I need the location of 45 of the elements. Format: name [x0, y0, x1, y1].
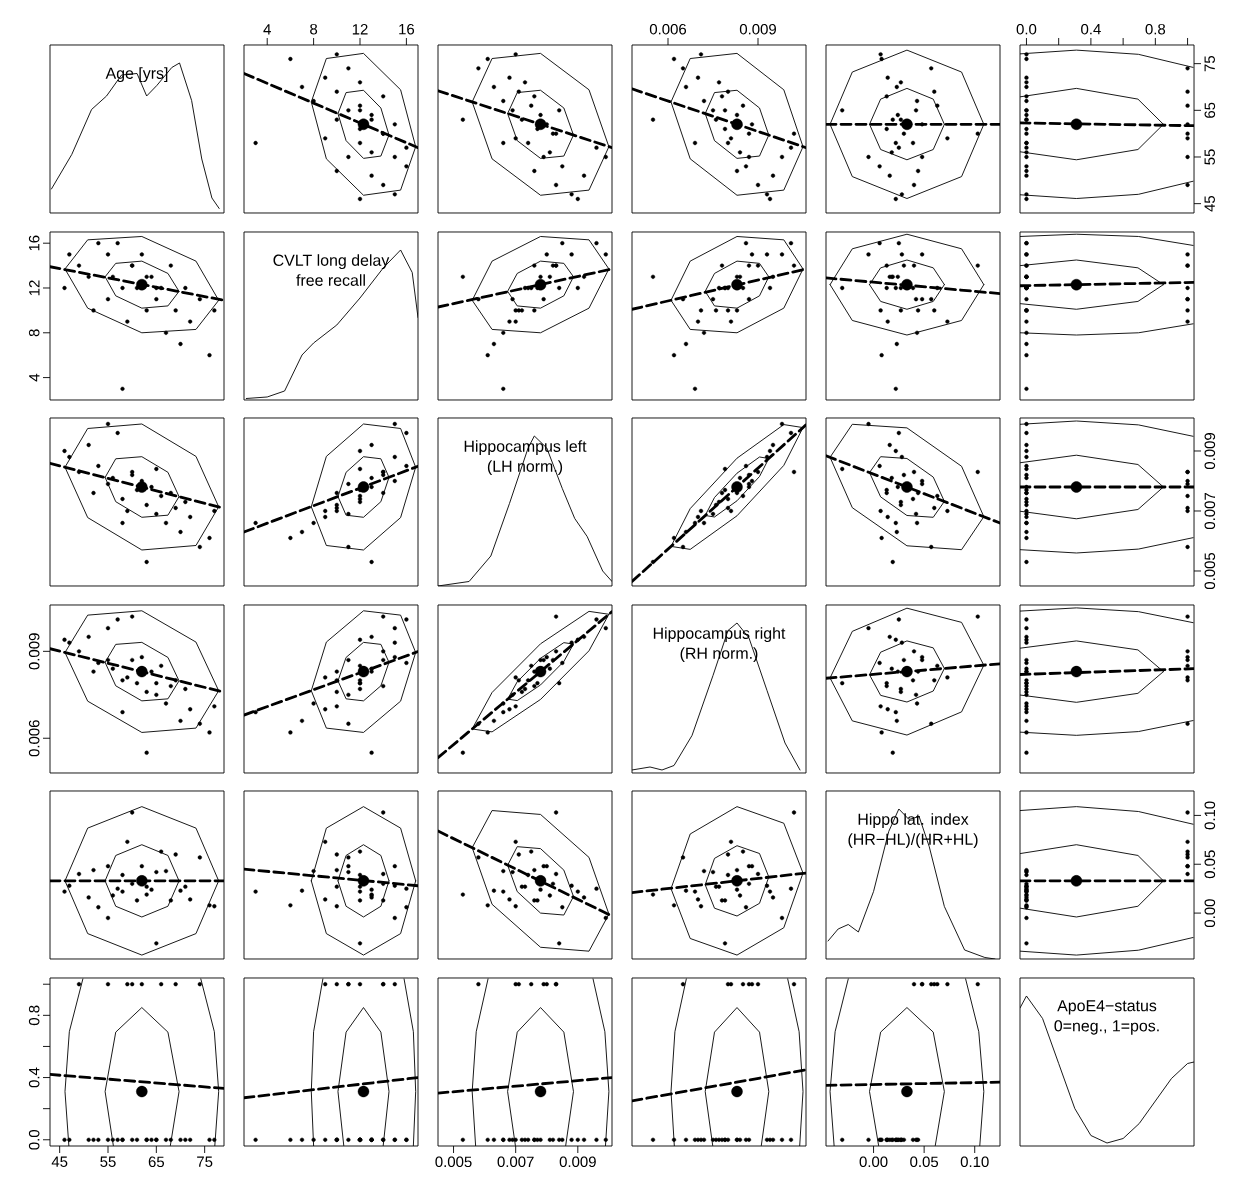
y-tick-label: 0.0: [28, 1129, 40, 1150]
chart-title: Hippo lat. index: [858, 813, 969, 829]
y-tick-label: 65: [1204, 102, 1216, 118]
chart-title: ApoE4−status: [1057, 1000, 1157, 1015]
y-tick-label: 0.007: [1204, 493, 1216, 530]
x-tick-label: 4: [263, 24, 271, 35]
y-tick-label: 8: [28, 329, 40, 337]
y-tick-label: 0.006: [28, 720, 40, 757]
x-tick-label: 0.4: [1081, 23, 1101, 35]
x-tick-label: 12: [352, 24, 368, 35]
y-tick-label: 0.005: [1204, 552, 1216, 590]
y-tick-label: 0.009: [1204, 433, 1216, 470]
x-tick-label: 0.005: [435, 1156, 472, 1168]
chart-title: Age [yrs]: [105, 67, 168, 83]
x-tick-label: 0.006: [649, 23, 687, 35]
y-tick-label: 0.4: [28, 1067, 40, 1088]
x-tick-label: 0.009: [739, 23, 776, 35]
chart-title: CVLT long delay: [273, 254, 390, 270]
x-tick-label: 0.009: [559, 1156, 596, 1168]
x-tick-label: 0.007: [497, 1156, 534, 1168]
x-tick-label: 45: [51, 1156, 68, 1167]
x-tick-label: 0.8: [1145, 23, 1166, 35]
x-tick-label: 0.05: [910, 1156, 939, 1168]
y-tick-label: 0.05: [1204, 850, 1216, 879]
x-tick-label: 0.0: [1016, 23, 1037, 35]
x-tick-label: 75: [197, 1156, 213, 1167]
y-tick-label: 0.009: [28, 633, 40, 670]
text: 0=neg., 1=pos.: [1054, 1020, 1159, 1035]
y-tick-label: 0.8: [28, 1005, 40, 1026]
y-tick-label: 0.00: [1204, 899, 1216, 928]
chart-title: Hippocampus left: [464, 440, 587, 456]
text: free recall: [296, 274, 365, 286]
y-tick-label: 16: [28, 235, 40, 251]
x-tick-label: 0.10: [960, 1156, 989, 1168]
y-tick-label: 0.10: [1204, 801, 1216, 830]
y-tick-label: 12: [29, 280, 40, 296]
x-tick-label: 55: [100, 1156, 116, 1167]
x-tick-label: 65: [148, 1156, 165, 1168]
x-tick-label: 16: [399, 23, 415, 35]
y-tick-label: 45: [1204, 195, 1215, 212]
y-tick-label: 4: [29, 373, 40, 382]
x-tick-label: 0.00: [859, 1156, 888, 1168]
y-tick-label: 75: [1204, 55, 1215, 72]
x-tick-label: 8: [310, 23, 318, 35]
y-tick-label: 55: [1204, 149, 1215, 165]
